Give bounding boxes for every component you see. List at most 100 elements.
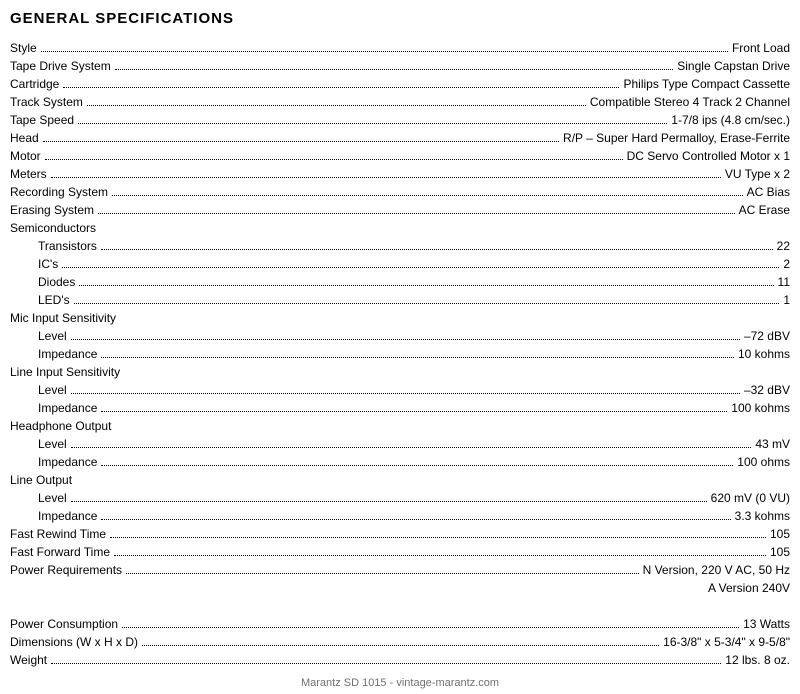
spec-value: 13 Watts: [743, 615, 790, 633]
spec-value: 16-3/8" x 5-3/4" x 9-5/8": [663, 633, 790, 651]
dot-leader: [114, 555, 766, 556]
spec-label: IC's: [38, 255, 58, 273]
spec-value: N Version, 220 V AC, 50 Hz: [643, 561, 790, 579]
spec-row: IC's 2: [10, 255, 790, 273]
dot-leader: [71, 393, 740, 394]
spec-label: Impedance: [38, 399, 97, 417]
spec-label: Level: [38, 435, 67, 453]
line-in-header: Line Input Sensitivity: [10, 363, 790, 381]
spec-row: Recording System AC Bias: [10, 183, 790, 201]
dot-leader: [43, 141, 559, 142]
line-out-header: Line Output: [10, 471, 790, 489]
spec-value: AC Bias: [747, 183, 790, 201]
spec-row: Tape Drive SystemSingle Capstan Drive: [10, 57, 790, 75]
dot-leader: [74, 303, 780, 304]
spec-label: Style: [10, 39, 37, 57]
spec-value: 100 kohms: [731, 399, 790, 417]
spec-value: –72 dBV: [744, 327, 790, 345]
spec-row: Erasing System AC Erase: [10, 201, 790, 219]
section-title: GENERAL SPECIFICATIONS: [10, 10, 790, 27]
spec-label: Impedance: [38, 507, 97, 525]
spec-value: 11: [778, 273, 790, 291]
dot-leader: [98, 213, 735, 214]
spec-value: Philips Type Compact Cassette: [623, 75, 790, 93]
dot-leader: [71, 501, 707, 502]
spec-value: –32 dBV: [744, 381, 790, 399]
spec-row: Power Requirements N Version, 220 V AC, 5…: [10, 561, 790, 579]
spec-value: AC Erase: [739, 201, 790, 219]
spec-value: 2: [783, 255, 790, 273]
spec-row: Track System Compatible Stereo 4 Track 2 …: [10, 93, 790, 111]
spec-row: Dimensions (W x H x D) 16-3/8" x 5-3/4" x…: [10, 633, 790, 651]
spec-value: DC Servo Controlled Motor x 1: [627, 147, 790, 165]
spec-label: Level: [38, 381, 67, 399]
spec-value: 43 mV: [755, 435, 790, 453]
spec-label: Power Requirements: [10, 561, 122, 579]
spec-value: 12 lbs. 8 oz.: [725, 651, 790, 669]
dot-leader: [101, 411, 727, 412]
spec-label: Diodes: [38, 273, 75, 291]
dot-leader: [115, 69, 674, 70]
dot-leader: [101, 249, 773, 250]
dot-leader: [112, 195, 743, 196]
dot-leader: [62, 267, 779, 268]
spec-label: Track System: [10, 93, 83, 111]
spec-row: Impedance100 ohms: [10, 453, 790, 471]
spec-value: 10 kohms: [738, 345, 790, 363]
spec-row: Fast Forward Time105: [10, 543, 790, 561]
dot-leader: [45, 159, 623, 160]
spec-row: Impedance 100 kohms: [10, 399, 790, 417]
semiconductors-header: Semiconductors: [10, 219, 790, 237]
spec-row: Diodes 11: [10, 273, 790, 291]
spec-label: Impedance: [38, 345, 97, 363]
dot-leader: [101, 519, 730, 520]
spec-label: Level: [38, 489, 67, 507]
spec-label: Transistors: [38, 237, 97, 255]
spec-list: StyleFront LoadTape Drive SystemSingle C…: [10, 39, 790, 219]
spec-label: LED's: [38, 291, 70, 309]
dot-leader: [126, 573, 639, 574]
dot-leader: [122, 627, 739, 628]
spec-value: R/P – Super Hard Permalloy, Erase-Ferrit…: [563, 129, 790, 147]
spec-row: Level –32 dBV: [10, 381, 790, 399]
dot-leader: [41, 51, 728, 52]
spec-row: Power Consumption13 Watts: [10, 615, 790, 633]
spec-value: 22: [777, 237, 790, 255]
mic-header: Mic Input Sensitivity: [10, 309, 790, 327]
spec-value: Compatible Stereo 4 Track 2 Channel: [590, 93, 790, 111]
spec-row: Impedance 10 kohms: [10, 345, 790, 363]
spec-label: Fast Rewind Time: [10, 525, 106, 543]
dot-leader: [71, 339, 740, 340]
spec-value: 1-7/8 ips (4.8 cm/sec.): [671, 111, 790, 129]
dot-leader: [101, 465, 733, 466]
spec-label: Recording System: [10, 183, 108, 201]
dot-leader: [101, 357, 734, 358]
spec-row: Level 43 mV: [10, 435, 790, 453]
spec-label: Erasing System: [10, 201, 94, 219]
spec-row: Level –72 dBV: [10, 327, 790, 345]
spec-label: Dimensions (W x H x D): [10, 633, 138, 651]
dot-leader: [51, 663, 721, 664]
dot-leader: [63, 87, 619, 88]
spec-value: 105: [770, 525, 790, 543]
spec-row: Weight 12 lbs. 8 oz.: [10, 651, 790, 669]
headphone-header: Headphone Output: [10, 417, 790, 435]
spec-value: Single Capstan Drive: [677, 57, 790, 75]
spec-label: Motor: [10, 147, 41, 165]
spec-value: 3.3 kohms: [735, 507, 790, 525]
spec-label: Tape Speed: [10, 111, 74, 129]
spec-row: Transistors 22: [10, 237, 790, 255]
spec-label: Cartridge: [10, 75, 59, 93]
spec-value: 100 ohms: [737, 453, 790, 471]
dot-leader: [71, 447, 752, 448]
spec-row: MetersVU Type x 2: [10, 165, 790, 183]
spec-row: Motor DC Servo Controlled Motor x 1: [10, 147, 790, 165]
spec-label: Level: [38, 327, 67, 345]
spec-label: Weight: [10, 651, 47, 669]
spec-row: LED's1: [10, 291, 790, 309]
dot-leader: [142, 645, 659, 646]
spec-label: Meters: [10, 165, 47, 183]
dot-leader: [87, 105, 586, 106]
spec-row: Fast Rewind Time 105: [10, 525, 790, 543]
dot-leader: [110, 537, 766, 538]
